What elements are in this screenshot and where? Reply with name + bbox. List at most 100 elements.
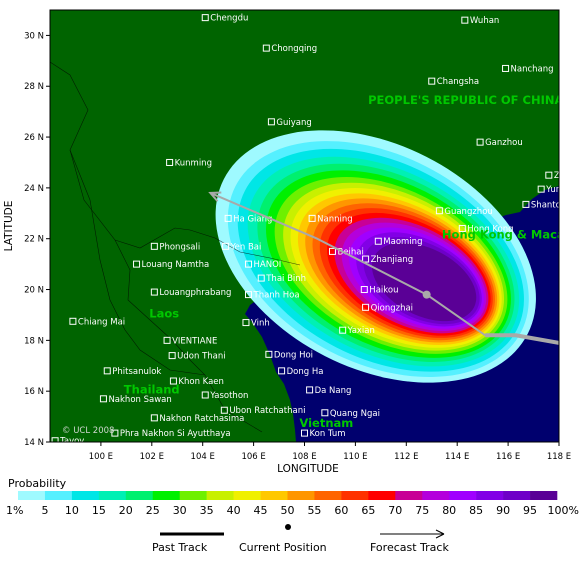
city-label: Chengdu xyxy=(210,14,248,24)
y-tick-label: 30 N xyxy=(24,31,44,41)
country-label: Hong Kong & Macau (China) xyxy=(442,228,580,242)
city-label: Ubon Ratchathani xyxy=(229,406,305,416)
forecast-track-line xyxy=(209,192,486,337)
city-label: Zhangzhou xyxy=(554,171,580,181)
track-layer xyxy=(208,191,559,345)
city-marker xyxy=(111,429,119,437)
city-label: Louang Namtha xyxy=(142,260,210,270)
colorbar-label: 50 xyxy=(281,504,295,517)
y-tick-label: 24 N xyxy=(24,184,44,194)
colorbar-label: 95 xyxy=(523,504,537,517)
current-position-marker xyxy=(422,290,431,299)
city-label: Wuhan xyxy=(470,16,499,26)
colorbar-label: 30 xyxy=(173,504,187,517)
past-track-key-label: Past Track xyxy=(152,541,208,554)
colorbar-label: 65 xyxy=(361,504,375,517)
city-label: Chiang Mai xyxy=(78,317,125,327)
y-tick-label: 14 N xyxy=(24,438,44,448)
city-label: Phitsanulok xyxy=(112,367,161,377)
border-thailand-laos xyxy=(69,149,206,376)
city-label: Shantou xyxy=(531,200,566,210)
city-marker xyxy=(537,185,545,193)
y-axis-title: LATITUDE xyxy=(3,201,15,252)
city-marker xyxy=(224,214,232,222)
city-marker xyxy=(328,247,336,255)
y-tick-label: 26 N xyxy=(24,133,44,143)
city-marker xyxy=(435,207,443,215)
city-marker xyxy=(362,303,370,311)
colorbar-label: 90 xyxy=(496,504,510,517)
forecast-track-arrowhead xyxy=(208,191,222,202)
probability-colorbar-labels: 1% 5 10 15 20 25 30 35 40 45 50 55 60 65 70 75 80 85 90 95 1… xyxy=(6,504,579,517)
city-label: Udon Thani xyxy=(177,352,225,362)
colorbar-segment xyxy=(71,491,100,500)
colorbar-segment xyxy=(314,491,342,500)
city-marker xyxy=(245,291,253,299)
city-marker xyxy=(374,237,382,245)
x-axis-title: LONGITUDE xyxy=(277,463,339,475)
city-marker xyxy=(201,14,209,22)
city-label: Haikou xyxy=(369,286,398,296)
y-tick-label: 18 N xyxy=(24,336,44,346)
city-marker xyxy=(461,16,469,24)
city-label: Guiyang xyxy=(276,118,311,128)
city-label: Nanchang xyxy=(511,64,554,74)
city-label: Maoming xyxy=(383,237,422,247)
city-marker xyxy=(262,44,270,52)
border-china-south xyxy=(50,61,301,266)
y-tick-label: 20 N xyxy=(24,286,44,296)
x-tick-label: 116 E xyxy=(496,452,520,462)
city-marker xyxy=(308,214,316,222)
city-label: Ganzhou xyxy=(485,138,523,148)
city-marker xyxy=(428,77,436,85)
city-marker xyxy=(103,367,111,375)
city-label: Changsha xyxy=(437,77,479,87)
colorbar-segment xyxy=(260,491,288,500)
colorbar-segment xyxy=(98,491,127,500)
colorbar-label: 20 xyxy=(119,504,133,517)
city-label: VIENTIANE xyxy=(172,336,217,346)
city-marker xyxy=(168,352,176,360)
city-label: Yen Bai xyxy=(230,242,262,252)
city-marker xyxy=(339,326,347,334)
city-label: Hong Kong xyxy=(467,225,513,235)
x-tick-label: 118 E xyxy=(547,452,571,462)
city-label: Thanh Hoa xyxy=(253,291,300,301)
city-marker xyxy=(51,437,59,442)
colorbar-label: 45 xyxy=(254,504,268,517)
city-label: Yaxian xyxy=(347,326,375,336)
city-marker xyxy=(306,386,314,394)
border-laos-vietnam xyxy=(114,239,263,433)
colorbar-segment xyxy=(530,491,558,500)
city-label: Nanning xyxy=(317,214,353,224)
x-tick-label: 110 E xyxy=(343,452,367,462)
colorbar-segment xyxy=(152,491,180,500)
colorbar-label: 40 xyxy=(227,504,241,517)
colorbar-segment xyxy=(287,491,315,500)
city-marker xyxy=(99,395,107,403)
city-label: Yunxiao xyxy=(545,185,579,195)
city-marker xyxy=(69,317,77,325)
colorbar-segment xyxy=(341,491,369,500)
city-marker xyxy=(245,260,253,268)
colorbar-segment xyxy=(206,491,234,500)
city-label: Dong Hoi xyxy=(274,350,313,360)
city-marker xyxy=(150,242,158,250)
city-label: Phra Nakhon Si Ayutthaya xyxy=(120,429,231,439)
colorbar-label: 1% xyxy=(6,504,23,517)
colorbar-label: 25 xyxy=(146,504,160,517)
city-marker xyxy=(301,429,308,437)
city-label: Thai Binh xyxy=(265,274,306,284)
probability-zone-95 xyxy=(371,242,477,322)
city-label: Dong Ha xyxy=(287,367,324,377)
forecast-track-key-label: Forecast Track xyxy=(370,541,449,554)
current-position-key-label: Current Position xyxy=(239,541,327,554)
city-marker xyxy=(362,255,370,263)
city-label: Ha Giang xyxy=(233,214,272,224)
city-marker xyxy=(278,367,286,375)
city-label: Nakhon Ratchasima xyxy=(159,414,244,424)
country-label: Thailand xyxy=(124,383,180,397)
colorbar-segment xyxy=(125,491,154,500)
city-marker xyxy=(502,64,510,72)
